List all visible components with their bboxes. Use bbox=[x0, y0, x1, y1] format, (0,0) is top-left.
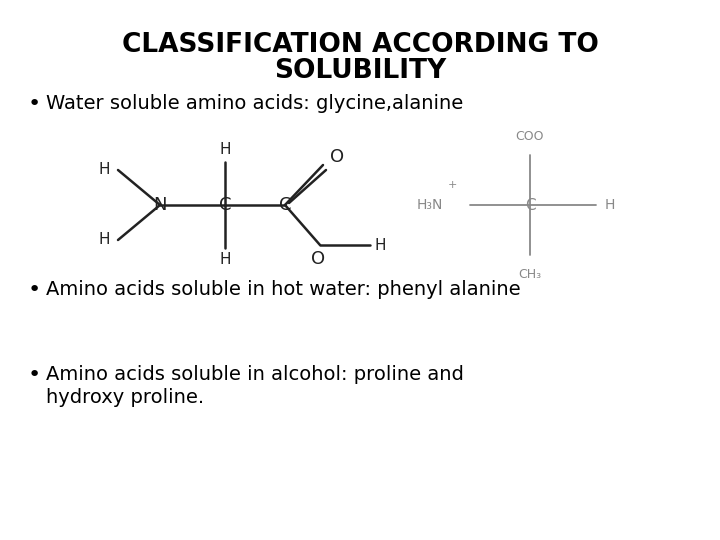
Text: O: O bbox=[311, 250, 325, 268]
Text: COO: COO bbox=[516, 131, 544, 144]
Text: C: C bbox=[525, 198, 535, 213]
Text: H: H bbox=[220, 143, 230, 158]
Text: CLASSIFICATION ACCORDING TO: CLASSIFICATION ACCORDING TO bbox=[122, 32, 598, 58]
Text: Amino acids soluble in hot water: phenyl alanine: Amino acids soluble in hot water: phenyl… bbox=[46, 280, 521, 299]
Text: +: + bbox=[447, 180, 456, 190]
Text: Water soluble amino acids: glycine,alanine: Water soluble amino acids: glycine,alani… bbox=[46, 94, 463, 113]
Text: •: • bbox=[28, 94, 41, 114]
Text: CH₃: CH₃ bbox=[518, 268, 541, 281]
Text: C: C bbox=[279, 196, 292, 214]
Text: O: O bbox=[330, 148, 344, 166]
Text: H: H bbox=[98, 233, 109, 247]
Text: H: H bbox=[220, 253, 230, 267]
Text: Amino acids soluble in alcohol: proline and: Amino acids soluble in alcohol: proline … bbox=[46, 365, 464, 384]
Text: •: • bbox=[28, 280, 41, 300]
Text: H: H bbox=[98, 163, 109, 178]
Text: C: C bbox=[219, 196, 231, 214]
Text: hydroxy proline.: hydroxy proline. bbox=[46, 388, 204, 407]
Text: H: H bbox=[605, 198, 615, 212]
Text: N: N bbox=[153, 196, 167, 214]
Text: •: • bbox=[28, 365, 41, 385]
Text: SOLUBILITY: SOLUBILITY bbox=[274, 58, 446, 84]
Text: H: H bbox=[374, 238, 386, 253]
Text: H₃N: H₃N bbox=[417, 198, 444, 212]
